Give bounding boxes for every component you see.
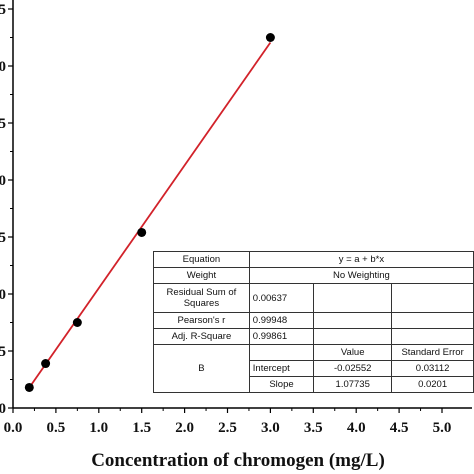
- data-point: [72, 318, 82, 327]
- data-point: [137, 227, 147, 237]
- slope-error: 0.0201: [391, 376, 474, 393]
- y-tick-label: 2.5: [0, 116, 6, 132]
- x-tick-label: 2.0: [175, 420, 194, 436]
- data-point: [24, 382, 34, 392]
- y-tick-label: 3.5: [0, 2, 6, 18]
- data-point: [265, 33, 275, 42]
- y-tick-label: 3.0: [0, 59, 6, 75]
- axes: [8, 0, 472, 413]
- x-tick-label: 4.5: [390, 420, 409, 436]
- param-group-label: B: [153, 344, 250, 393]
- x-tick-label: 1.5: [132, 420, 151, 436]
- equation-label: Equation: [153, 251, 250, 268]
- table-row: Weight No Weighting: [153, 267, 474, 284]
- regression-table: Equation y = a + b*x Weight No Weighting…: [153, 251, 474, 393]
- intercept-error: 0.03112: [391, 360, 474, 377]
- x-tick-label: 0.0: [4, 420, 23, 436]
- empty-cell: [391, 328, 474, 345]
- empty-cell: [248, 344, 315, 361]
- pearson-label: Pearson's r: [153, 312, 250, 329]
- table-row: Residual Sum of Squares 0.00637: [153, 283, 474, 313]
- table-row: Slope 1.07735 0.0201: [154, 376, 474, 393]
- rss-value: 0.00637: [248, 283, 315, 313]
- pearson-value: 0.99948: [248, 312, 315, 329]
- y-tick-label: 0.5: [0, 344, 6, 360]
- adj-r2-label: Adj. R-Square: [153, 328, 250, 345]
- stderr-header: Standard Error: [391, 344, 474, 361]
- y-tick-label: 0: [0, 401, 6, 417]
- x-tick-label: 1.0: [89, 420, 108, 436]
- x-tick-label: 3.5: [304, 420, 323, 436]
- data-point: [41, 359, 51, 369]
- x-tick-label: 2.5: [218, 420, 237, 436]
- y-tick-label: 1.0: [0, 287, 6, 303]
- slope-label: Slope: [248, 376, 315, 393]
- y-tick-label: 2.0: [0, 173, 6, 189]
- intercept-label: Intercept: [248, 360, 315, 377]
- equation-value: y = a + b*x: [248, 251, 474, 268]
- x-tick-labels: 0.0 0.5 1.0 1.5 2.0 2.5 3.0 3.5 4.0 4.5 5.0: [4, 420, 452, 436]
- x-tick-label: 5.0: [433, 420, 452, 436]
- value-header: Value: [313, 344, 393, 361]
- x-tick-label: 3.0: [261, 420, 280, 436]
- table-row: Equation y = a + b*x: [153, 251, 474, 268]
- empty-cell: [391, 283, 474, 313]
- y-tick-label: 1.5: [0, 230, 6, 246]
- x-tick-label: 4.0: [347, 420, 366, 436]
- data-points-layer: [24, 33, 275, 392]
- x-tick-label: 0.5: [47, 420, 66, 436]
- table-row: B Value Standard Error: [153, 344, 474, 393]
- rss-label: Residual Sum of Squares: [153, 283, 250, 313]
- empty-cell: [391, 312, 474, 329]
- empty-cell: [313, 328, 393, 345]
- fit-line: [28, 42, 272, 389]
- weight-label: Weight: [153, 267, 250, 284]
- intercept-value: -0.02552: [313, 360, 393, 377]
- fit-line-layer: [28, 42, 272, 389]
- weight-value: No Weighting: [248, 267, 474, 284]
- table-row: Intercept -0.02552 0.03112: [154, 360, 474, 377]
- table-row: Adj. R-Square 0.99861: [153, 328, 474, 345]
- empty-cell: [313, 283, 393, 313]
- adj-r2-value: 0.99861: [248, 328, 315, 345]
- table-row: Pearson's r 0.99948: [153, 312, 474, 329]
- x-axis-title: Concentration of chromogen (mg/L): [91, 450, 385, 471]
- slope-value: 1.07735: [313, 376, 393, 393]
- empty-cell: [313, 312, 393, 329]
- y-tick-labels: 0 0.5 1.0 1.5 2.0 2.5 3.0 3.5: [0, 2, 6, 417]
